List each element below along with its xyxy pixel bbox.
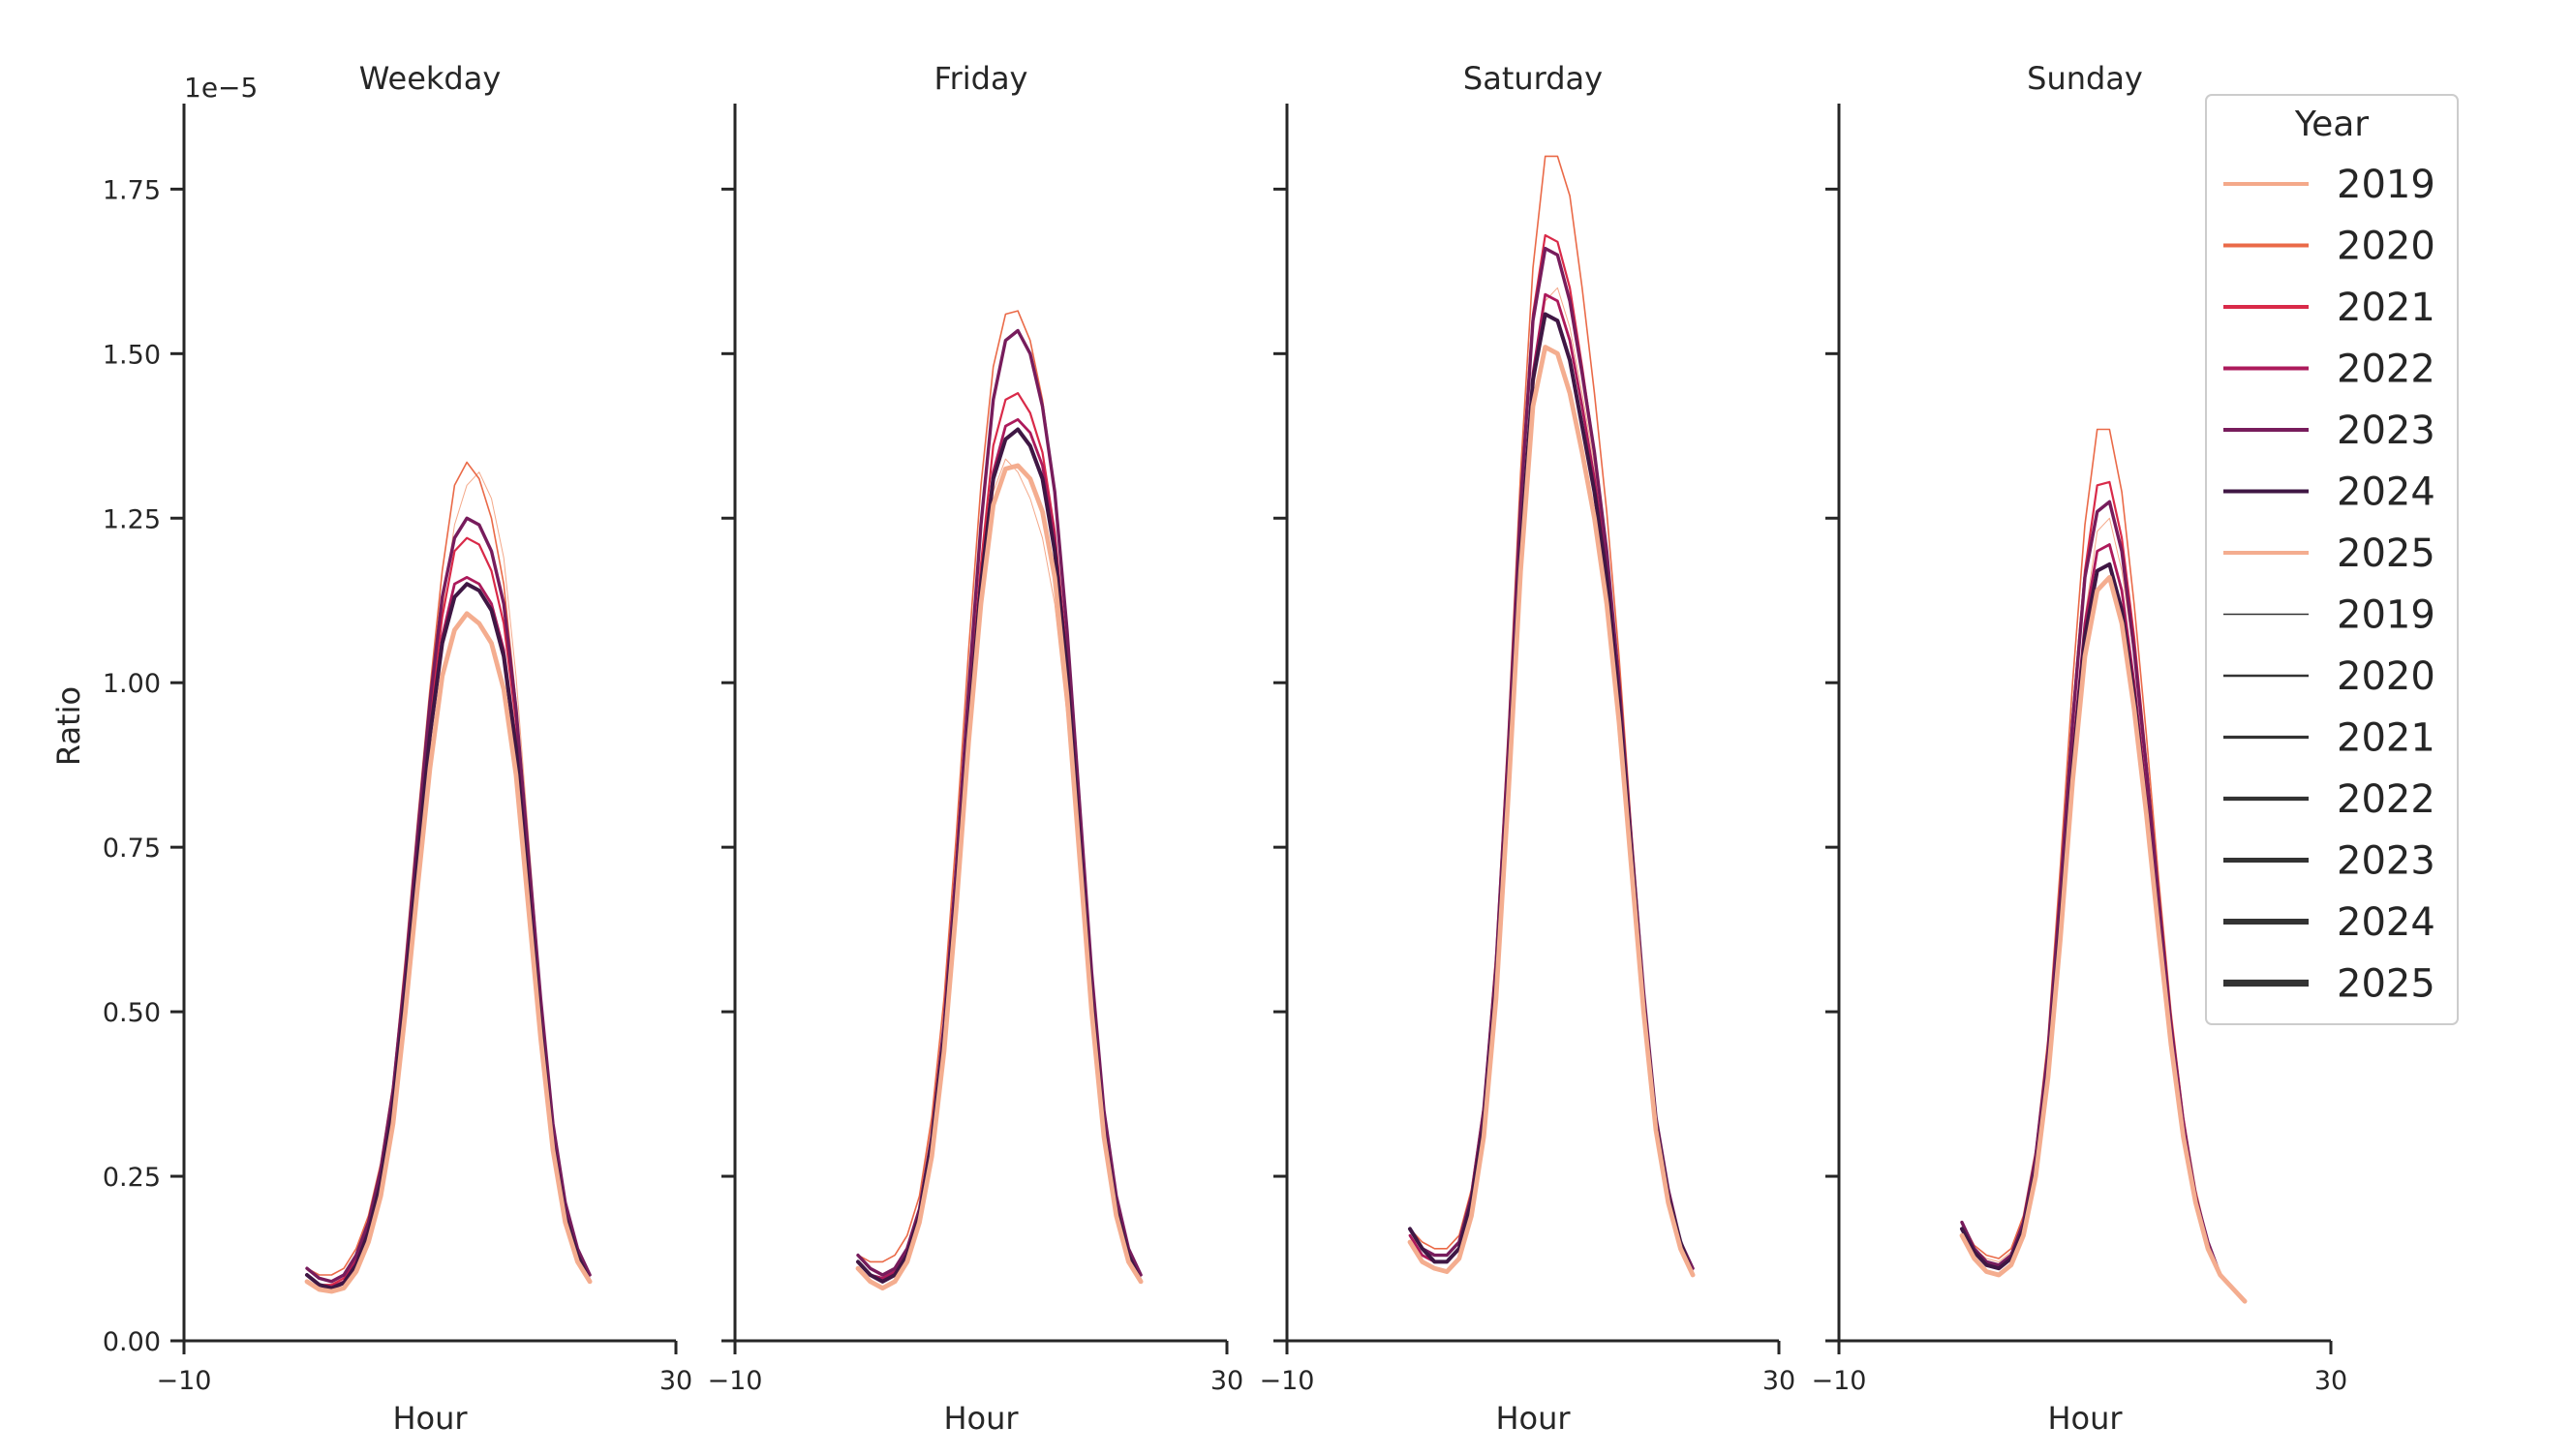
series-line-2023	[1960, 500, 2247, 1303]
legend-label: 2025	[2337, 531, 2435, 576]
legend-label: 2021	[2337, 716, 2435, 761]
legend-label: 2023	[2337, 839, 2435, 884]
series-line-2024	[1960, 561, 2248, 1304]
x-axis-label: Hour	[2047, 1400, 2123, 1437]
series-line-2019	[1409, 287, 1694, 1276]
panel-title: Sunday	[2027, 60, 2143, 97]
legend-label: 2024	[2337, 900, 2435, 945]
panel-title: Weekday	[359, 60, 502, 97]
series-line-2025	[304, 611, 593, 1294]
series-line-2024	[1408, 312, 1696, 1277]
panel-saturday: Saturday −10 30 Hour	[1260, 60, 1796, 1437]
x-tick-label: 30	[2314, 1366, 2347, 1396]
series-line-2024	[856, 427, 1144, 1284]
y-tick-label: 0.50	[103, 998, 161, 1028]
legend-label: 2024	[2337, 470, 2435, 515]
y-tick-label: 0.00	[103, 1327, 161, 1357]
x-tick-label: −10	[1812, 1366, 1867, 1396]
x-tick-label: −10	[708, 1366, 763, 1396]
y-tick-label: 0.75	[103, 834, 161, 864]
legend-label: 2022	[2337, 348, 2435, 392]
x-tick-label: 30	[1210, 1366, 1243, 1396]
legend-label: 2019	[2337, 163, 2435, 207]
series-line-2024	[305, 582, 593, 1290]
series-line-2022	[1960, 543, 2247, 1303]
series-line-2019	[306, 471, 591, 1281]
series-line-2023	[1408, 246, 1695, 1270]
series-line-2025	[1959, 575, 2248, 1304]
series-line-2020	[1409, 155, 1694, 1269]
legend-label: 2022	[2337, 777, 2435, 822]
y-tick-label: 1.25	[103, 504, 161, 534]
legend-label: 2025	[2337, 962, 2435, 1007]
legend-frame	[2205, 94, 2459, 1025]
legend-label: 2019	[2337, 593, 2435, 638]
series-line-2021	[1960, 480, 2247, 1303]
legend-title: Year	[2294, 105, 2369, 144]
y-tick-label: 1.75	[103, 175, 161, 205]
legend-label: 2020	[2337, 225, 2435, 269]
x-tick-label: 30	[1762, 1366, 1795, 1396]
panel-friday: Friday −10 30 Hour	[708, 60, 1244, 1437]
x-tick-label: 30	[659, 1366, 692, 1396]
panel-weekday: Weekday 0.00 0.25 0.50 0.75 1.00 1.25 1.50 1.75 −…	[103, 60, 692, 1437]
x-axis-label: Hour	[943, 1400, 1019, 1437]
series-line-2025	[1407, 345, 1696, 1278]
series-line-2025	[855, 463, 1144, 1290]
panel-title: Friday	[934, 60, 1028, 97]
series-line-2021	[856, 392, 1143, 1283]
y-axis-label: Ratio	[50, 686, 87, 766]
y-tick-label: 1.00	[103, 669, 161, 699]
series-line-2019	[1961, 517, 2246, 1302]
x-axis-label: Hour	[1495, 1400, 1571, 1437]
y-offset-label: 1e−5	[184, 72, 258, 104]
x-tick-label: −10	[157, 1366, 212, 1396]
legend-label: 2021	[2337, 286, 2435, 330]
series-line-2023	[305, 516, 592, 1284]
y-tick-label: 1.50	[103, 340, 161, 370]
series-line-2022	[856, 417, 1143, 1284]
panel-title: Saturday	[1463, 60, 1603, 97]
x-axis-label: Hour	[392, 1400, 468, 1437]
legend-label: 2020	[2337, 654, 2435, 699]
series-line-2023	[856, 328, 1143, 1277]
y-tick-label: 0.25	[103, 1163, 161, 1193]
series-line-2022	[305, 576, 592, 1289]
series-line-2022	[1408, 292, 1695, 1277]
legend: Year 2019 2020 2021 2022 2023 2024 2025 2019 2020…	[2205, 94, 2459, 1025]
x-tick-label: −10	[1260, 1366, 1315, 1396]
series-line-2020	[1961, 428, 2246, 1302]
legend-label: 2023	[2337, 409, 2435, 453]
panel-sunday: Sunday −10 30 Hour	[1812, 60, 2348, 1437]
series-line-2019	[857, 458, 1142, 1283]
series-line-2021	[1408, 233, 1695, 1277]
